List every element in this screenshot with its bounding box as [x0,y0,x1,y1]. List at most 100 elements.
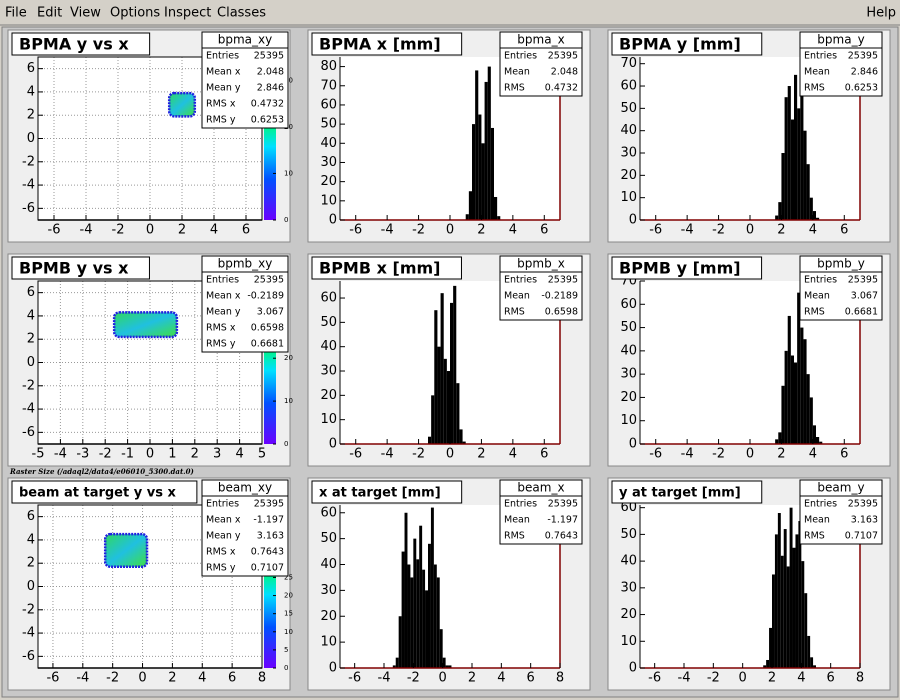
stats-label: RMS x [206,547,236,558]
y-tick-label: 10 [320,635,337,650]
stats-value: 2.048 [257,67,284,78]
histogram-bin [763,665,767,668]
histogram-bin [436,577,440,668]
histogram-bin [431,395,435,444]
y-tick-label: 30 [620,580,637,595]
y-tick-label: 0 [329,661,337,676]
palette-tick-label: 25 [284,573,293,581]
x-tick-label: -2 [712,447,725,462]
title-box [11,32,151,56]
pad-title: x at target [mm] [319,486,441,501]
histogram-bin [800,327,804,444]
histogram-bin [392,665,396,668]
stats-label: RMS y [206,115,236,126]
histogram-bin [459,429,463,444]
stats-label: Entries [504,499,537,510]
x-tick-label: -2 [707,671,720,686]
histogram-bin [806,374,810,444]
palette-tick-label: 10 [284,397,293,405]
stats-name: beam_xy [218,481,272,495]
menu-item[interactable]: Options [110,6,160,21]
stats-value: -1.197 [547,515,578,526]
stats-label: RMS [804,83,825,94]
title-box [611,480,763,504]
x-tick-label: -2 [712,223,725,238]
stats-value: 25395 [254,275,284,286]
x-tick-label: -3 [76,447,89,462]
palette-tick-label: 15 [284,610,293,618]
stats-label: Mean y [206,307,241,318]
x-tick-label: -4 [381,223,394,238]
histogram-bin [434,310,438,444]
histogram-bin [481,143,485,220]
y-tick-label: 0 [27,579,35,594]
density-blob [112,311,179,339]
y-tick-label: 10 [320,193,337,208]
y-tick-label: 4 [27,84,35,99]
stats-label: Entries [206,275,239,286]
histogram-bin [475,70,479,221]
histogram-bin [410,577,414,668]
x-tick-label: 0 [446,447,454,462]
menu-item[interactable]: Inspect [164,6,211,21]
x-tick-label: -6 [349,223,362,238]
menu-item[interactable]: Classes [217,6,266,21]
stats-label: Entries [804,51,837,62]
x-tick-label: 6 [527,671,535,686]
x-tick-label: 0 [746,223,754,238]
x-tick-label: -6 [46,671,59,686]
stats-box [499,479,583,545]
histogram-bin [797,292,801,444]
x-tick-label: -6 [348,671,361,686]
x-tick-label: -6 [649,223,662,238]
stats-value: 0.7107 [251,563,284,574]
menu-item[interactable]: View [70,6,101,21]
y-tick-label: 4 [27,532,35,547]
stats-label: RMS y [206,339,236,350]
histogram-bin [789,507,793,668]
histogram-bin [401,551,405,668]
histogram-bin [787,86,791,220]
histogram-bin [490,127,494,220]
x-tick-label: 0 [138,671,146,686]
menu-item[interactable]: Edit [37,6,62,21]
x-tick-label: 4 [509,223,517,238]
y-tick-label: 2 [27,556,35,571]
title-box [311,32,463,56]
menu-bar [0,0,900,25]
density-blob [167,91,197,118]
stats-name: bpmb_xy [218,257,273,271]
y-tick-label: 30 [320,155,337,170]
histogram-bin [804,593,808,668]
stats-label: Mean [804,515,830,526]
x-tick-label: 8 [856,671,864,686]
y-tick-label: 50 [620,527,637,542]
histogram-bin [781,153,785,220]
stats-value: 0.6598 [251,323,284,334]
x-tick-label: -4 [681,223,694,238]
histogram-bin [786,566,790,668]
stats-value: 3.163 [851,515,878,526]
x-tick-label: -4 [381,447,394,462]
y-tick-label: 6 [27,509,35,524]
x-tick-label: -4 [681,447,694,462]
histogram-bin [430,507,434,668]
menu-item[interactable]: File [5,6,27,21]
y-tick-label: -2 [22,602,35,617]
x-tick-label: 6 [827,671,835,686]
stats-value: 0.7643 [251,547,284,558]
histogram-bin [766,659,770,668]
stats-box [799,479,883,545]
x-tick-label: -5 [32,447,45,462]
palette-tick-label: 10 [284,169,293,177]
x-tick-label: 6 [540,447,548,462]
y-tick-label: -6 [22,201,35,216]
histogram-bin [448,665,452,668]
menu-help[interactable]: Help [866,6,896,21]
stats-box [499,31,583,97]
y-tick-label: 0 [27,131,35,146]
histogram-bin [812,211,816,220]
y-tick-label: 20 [620,168,637,183]
x-tick-label: -4 [76,671,89,686]
x-tick-label: 8 [258,671,266,686]
